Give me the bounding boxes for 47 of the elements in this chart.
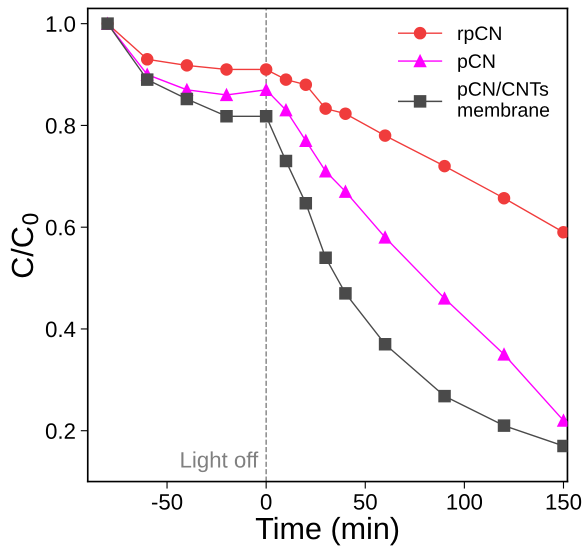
point	[438, 160, 451, 172]
point	[498, 192, 510, 204]
point	[438, 292, 451, 305]
point	[319, 251, 332, 264]
point	[140, 73, 154, 86]
y-tick-label: 0.4	[46, 321, 76, 338]
point	[498, 419, 510, 432]
point	[180, 59, 194, 72]
x-tick-label: 100	[448, 494, 482, 510]
point	[339, 185, 352, 198]
legend-label: pCN	[458, 54, 494, 72]
point	[260, 110, 272, 123]
point	[498, 348, 510, 361]
point	[260, 63, 272, 76]
point	[339, 287, 352, 300]
legend-label: rpCN	[458, 26, 501, 44]
point	[339, 107, 352, 120]
point	[378, 129, 392, 142]
point	[378, 338, 392, 350]
point	[319, 102, 332, 115]
point	[180, 92, 194, 106]
y-tick-label: 0.8	[46, 118, 75, 134]
y-tick-label: 0.6	[46, 220, 75, 236]
point	[220, 88, 233, 102]
point	[280, 73, 292, 86]
point	[438, 390, 451, 402]
legend-label: pCN/CNTs membrane	[458, 82, 550, 117]
point	[280, 154, 292, 168]
point	[300, 134, 312, 147]
ref-line-label: Light off	[181, 451, 258, 472]
y-tick-label: 0.2	[46, 423, 75, 439]
point	[300, 197, 312, 210]
point	[140, 53, 154, 66]
y-axis-title: C/C$_{0}$	[10, 214, 38, 278]
x-tick-label: -50	[152, 494, 182, 510]
point	[260, 84, 272, 96]
x-tick-label: 0	[260, 494, 272, 510]
point	[378, 231, 392, 244]
point	[300, 78, 312, 91]
x-tick-label: 50	[354, 494, 377, 510]
point	[319, 164, 332, 178]
point	[220, 63, 233, 76]
point	[220, 110, 233, 123]
y-tick-label: 1.0	[46, 16, 76, 32]
x-axis-title: Time (min)	[256, 516, 398, 546]
point	[280, 104, 292, 116]
x-tick-label: 150	[546, 494, 582, 510]
